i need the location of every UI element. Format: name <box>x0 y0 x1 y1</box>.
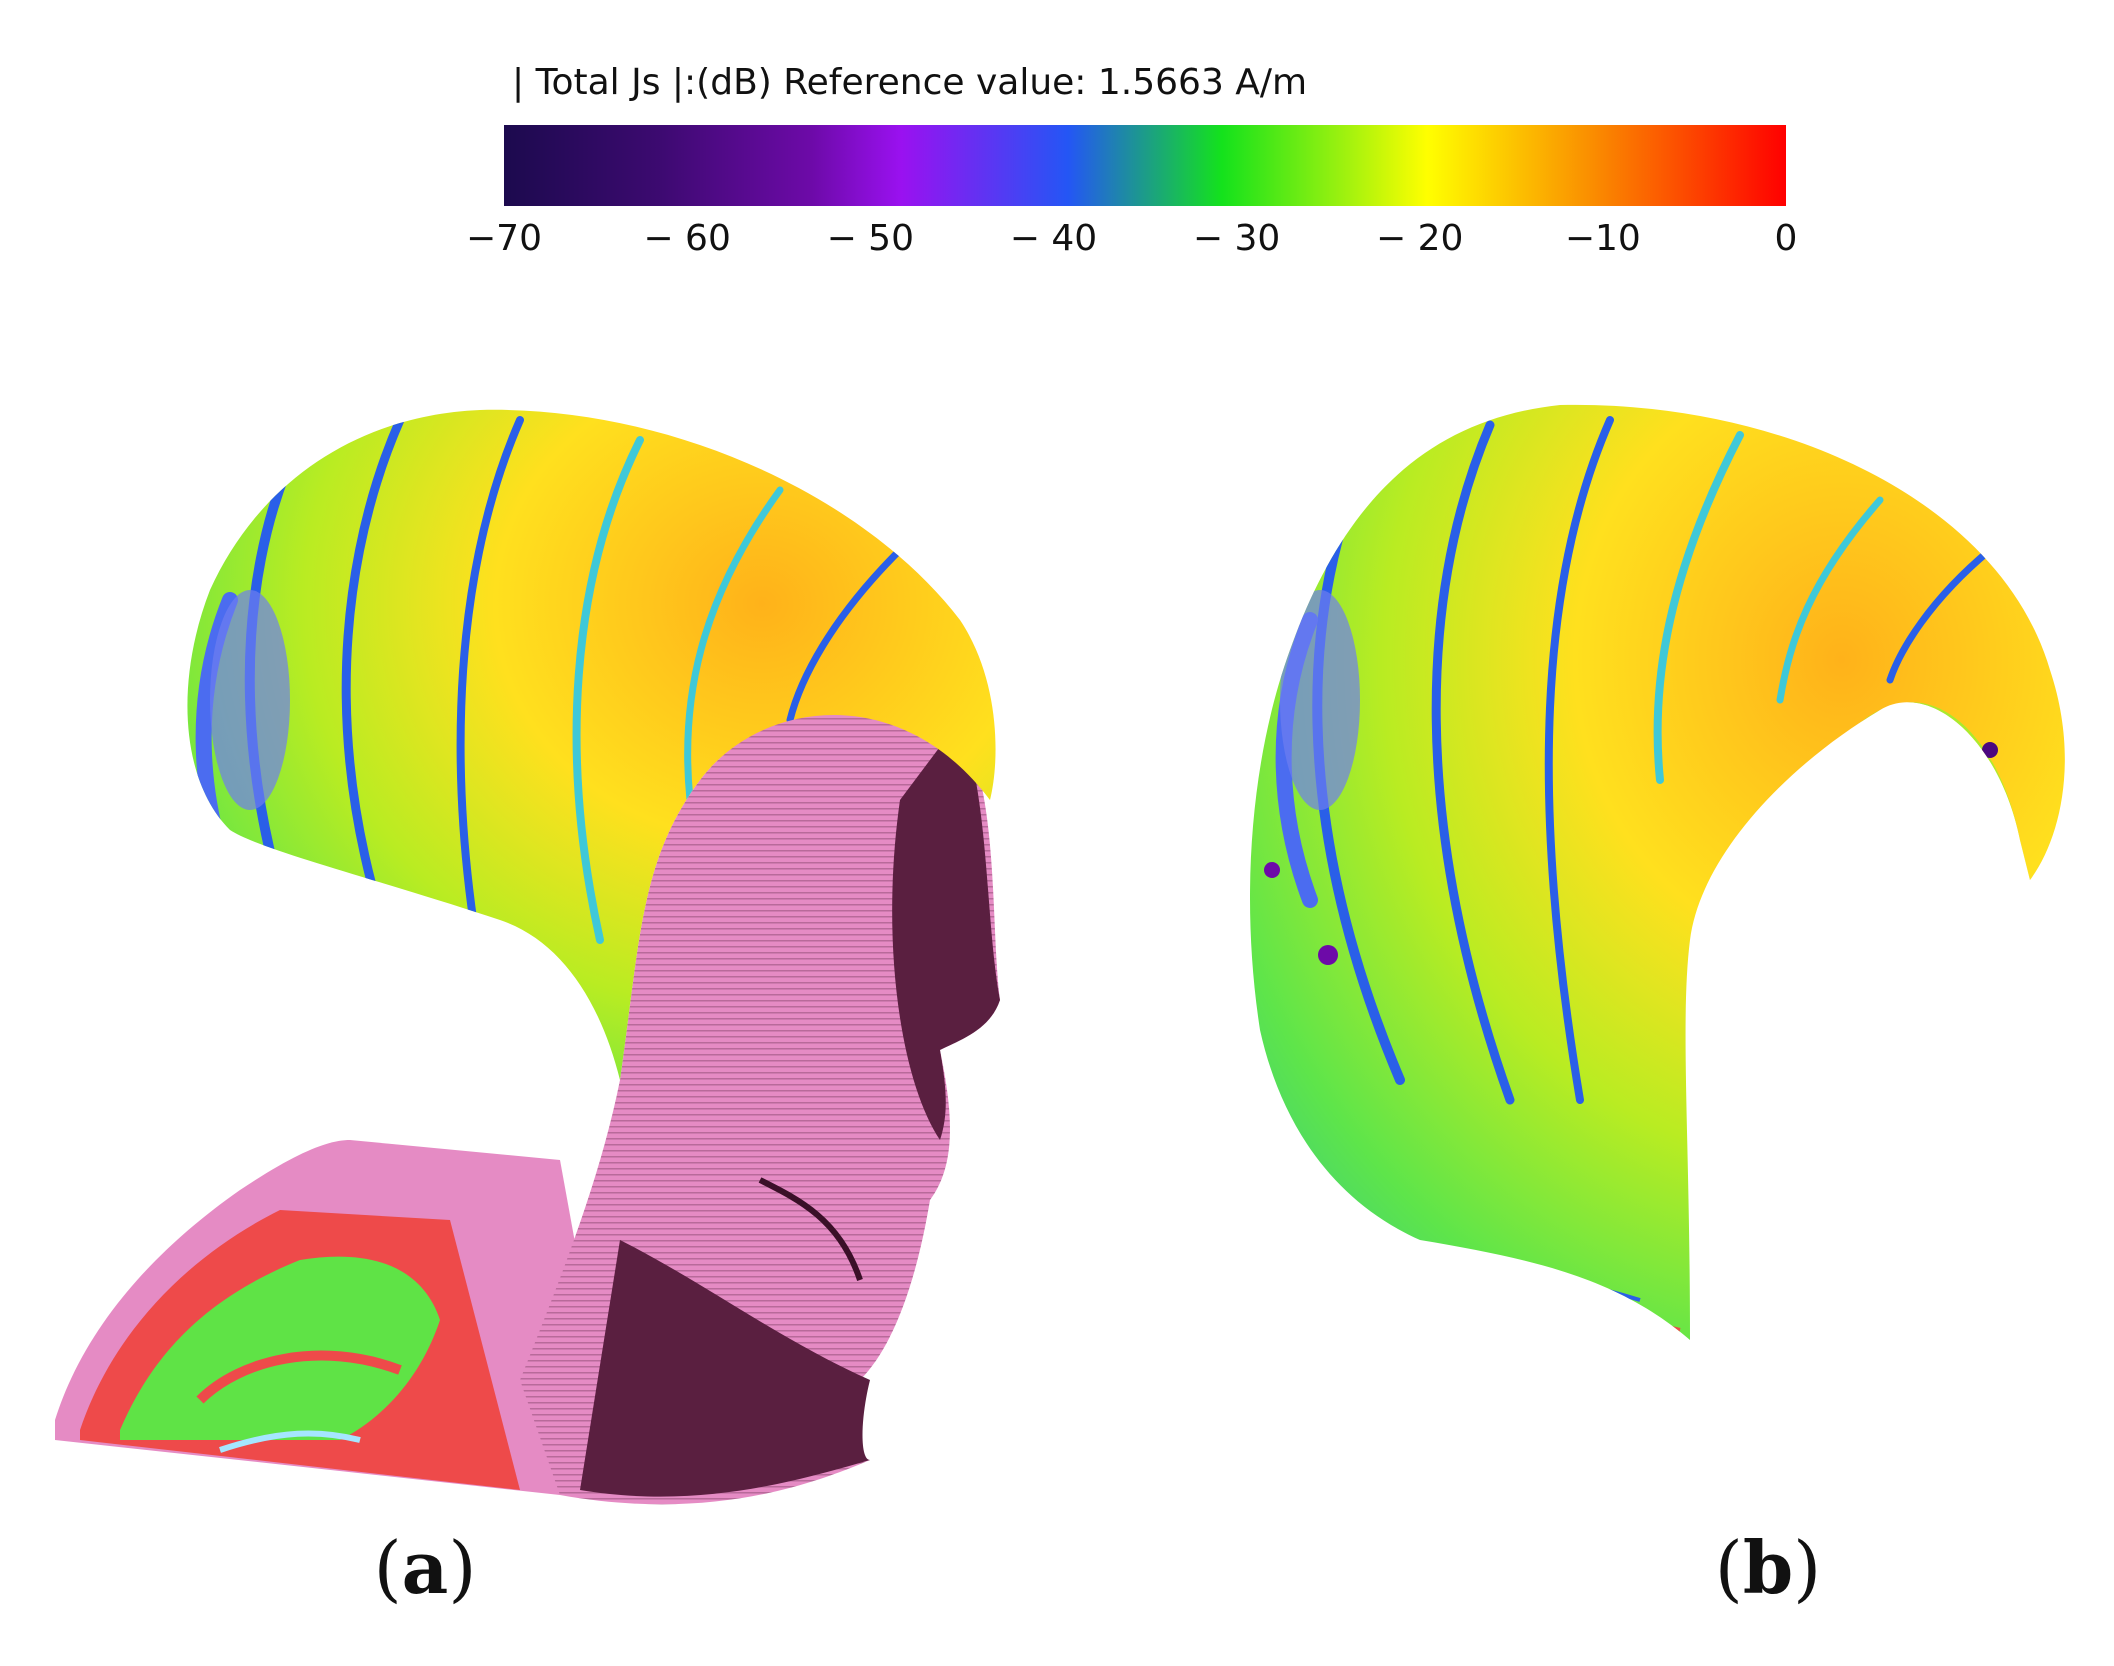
colorbar-tick-label: −10 <box>1564 218 1641 259</box>
colorbar-title: | Total Js |:(dB) Reference value: 1.566… <box>512 62 1308 103</box>
panel-a-head <box>520 700 1000 1505</box>
colorbar-tick-label: − 50 <box>826 218 914 259</box>
panel-label-a: (a) <box>373 1525 477 1610</box>
panel-label-b: (b) <box>1714 1525 1822 1610</box>
colorbar-tick-label: − 40 <box>1009 218 1098 259</box>
colorbar-gradient <box>504 125 1786 206</box>
colorbar-tick-label: − 20 <box>1375 218 1464 259</box>
colorbar-tick-label: 0 <box>1774 218 1798 259</box>
panel-a-torso <box>55 1140 600 1495</box>
panel-b-helmet <box>1250 404 2065 1341</box>
colorbar <box>504 125 1786 206</box>
colorbar-tick-label: −70 <box>466 218 542 259</box>
figure-panels <box>55 404 2065 1505</box>
colorbar-tick-label: − 30 <box>1192 218 1281 259</box>
colorbar-tick-label: − 60 <box>643 218 731 259</box>
